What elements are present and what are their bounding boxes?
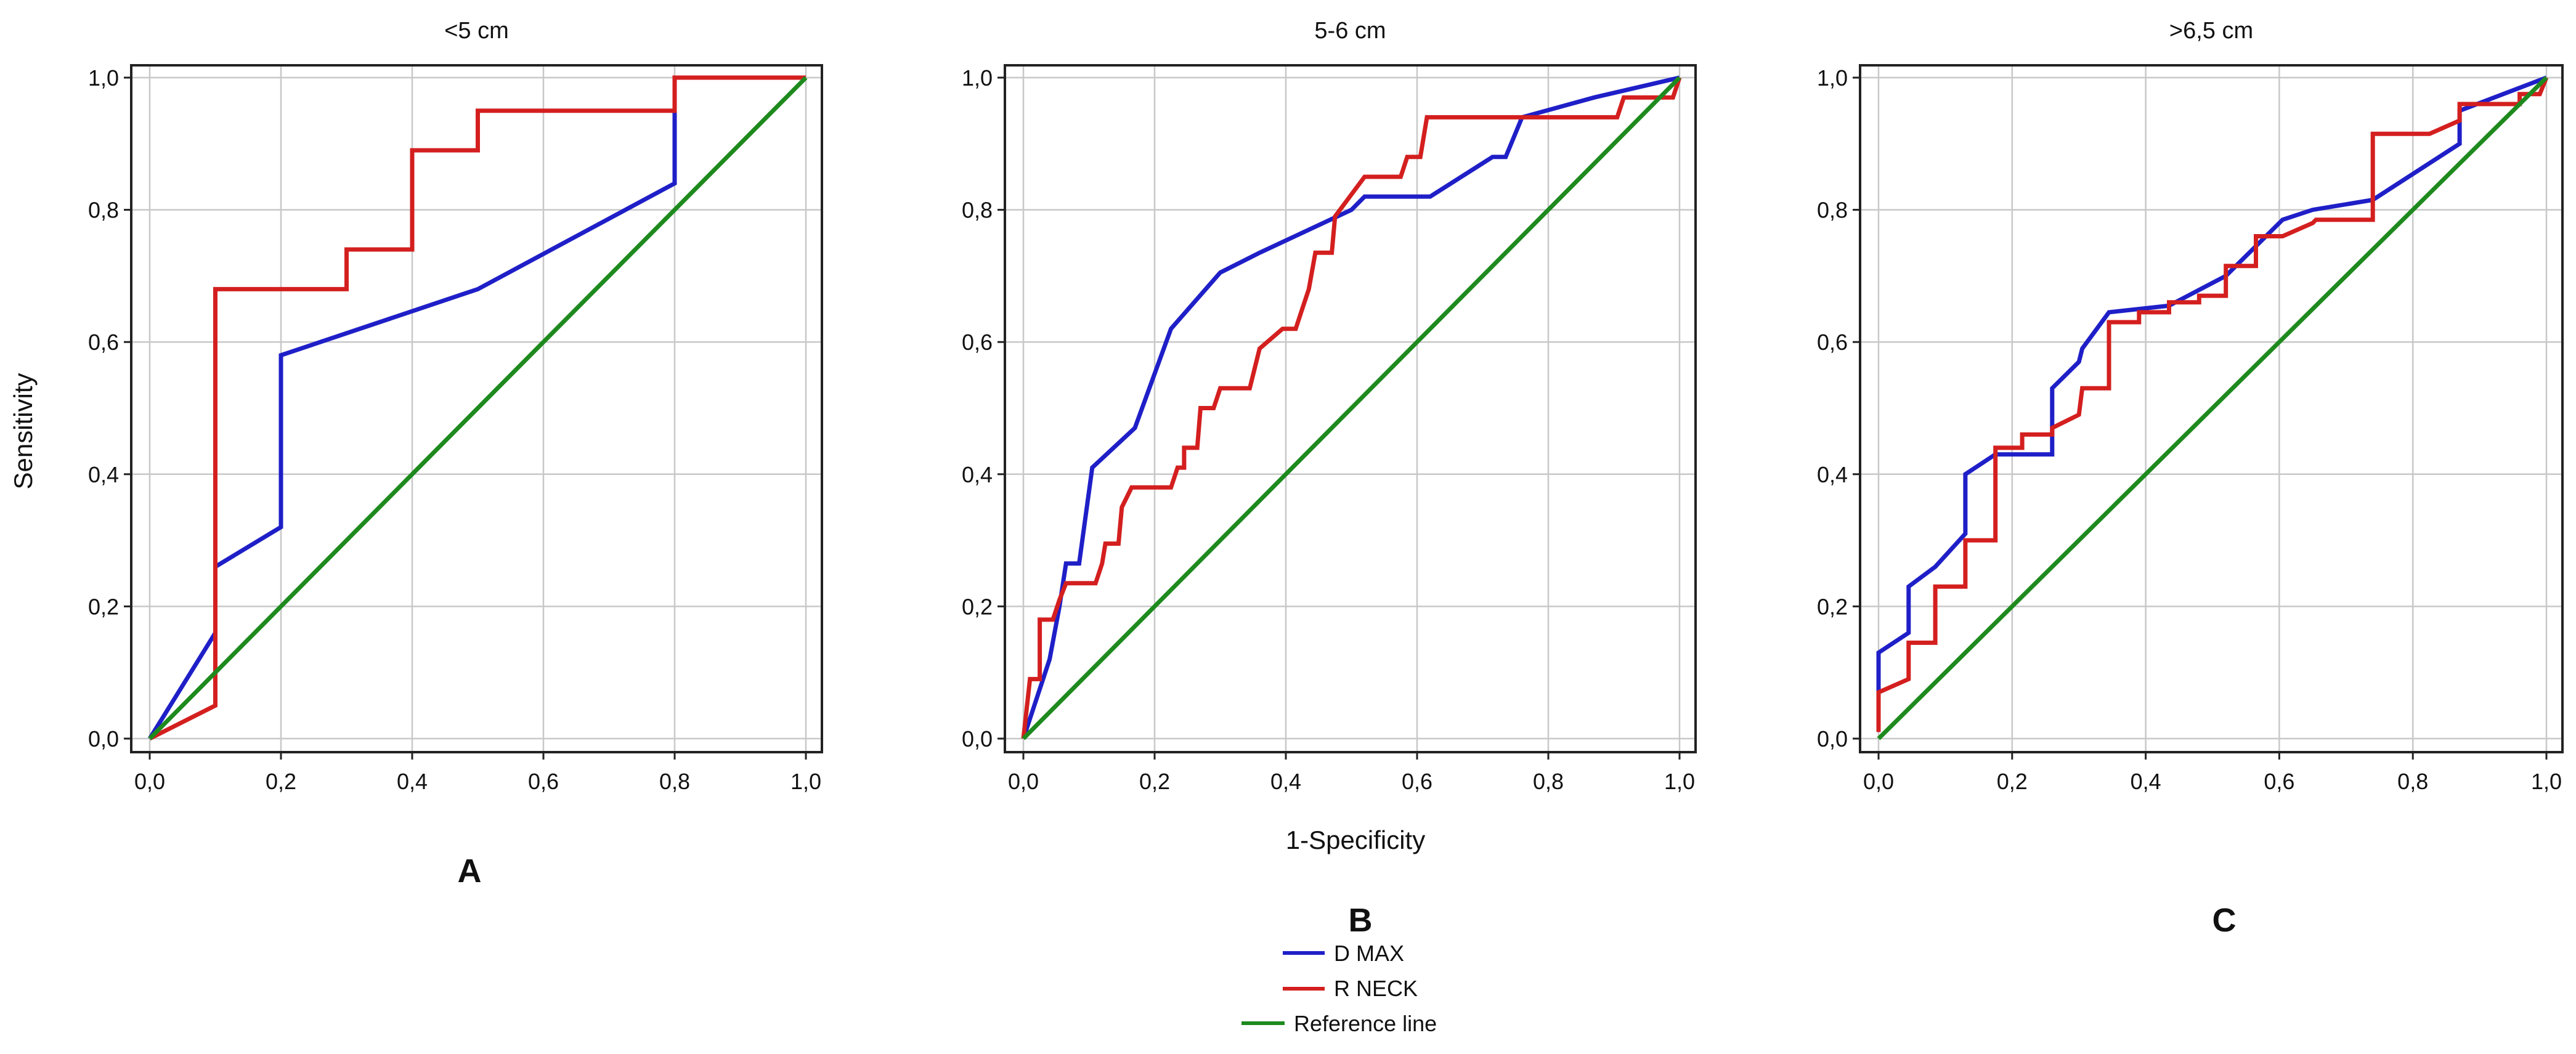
series-reference-line-a <box>148 76 808 740</box>
legend-label-dmax: D MAX <box>1334 941 1404 966</box>
y-tick-label-b: 0,2 <box>962 594 993 619</box>
plot-frame-a <box>130 64 823 753</box>
x-tick-label-c: 0,0 <box>1863 769 1894 794</box>
panel-letter-a: A <box>458 853 482 890</box>
x-tick-label-b: 0,0 <box>1008 769 1039 794</box>
y-tick-label-a: 0,4 <box>88 462 119 487</box>
legend-label-rneck: R NECK <box>1334 976 1418 1001</box>
x-tick-label-b: 1,0 <box>1664 769 1695 794</box>
series-reference-line-b <box>1022 76 1681 740</box>
y-tick-label-c: 0,4 <box>1817 462 1848 487</box>
y-tick-label-c: 0,2 <box>1817 594 1848 619</box>
x-tick-label-b: 0,6 <box>1402 769 1432 794</box>
panel-title-b: 5-6 cm <box>1314 18 1386 44</box>
series-r-neck-b <box>1021 76 1682 739</box>
x-tick-label-a: 1,0 <box>790 769 821 794</box>
y-tick-label-b: 0,0 <box>962 726 993 752</box>
panel-letter-c: C <box>2212 902 2237 939</box>
series-r-neck-a <box>148 75 806 741</box>
panel-a: 0,0 0,2 0,4 0,6 0,8 1,0 0,0 0,2 0,4 0,6 0,8 1,0 <5 c… <box>88 18 823 794</box>
plot-frame-b <box>1004 64 1697 753</box>
x-tick-label-a: 0,2 <box>266 769 296 794</box>
y-tick-label-a: 0,6 <box>88 330 119 355</box>
x-tick-label-c: 0,6 <box>2264 769 2294 794</box>
series-reference-line-c <box>1877 76 2548 740</box>
x-tick-label-b: 0,4 <box>1270 769 1301 794</box>
y-tick-label-b: 1,0 <box>962 65 993 91</box>
x-tick-label-a: 0,6 <box>528 769 559 794</box>
panel-letter-b: B <box>1349 902 1373 939</box>
x-tick-label-c: 0,8 <box>2397 769 2428 794</box>
y-tick-label-b: 0,8 <box>962 198 993 223</box>
x-tick-label-c: 1,0 <box>2531 769 2562 794</box>
x-tick-label-a: 0,4 <box>397 769 428 794</box>
y-tick-label-a: 0,0 <box>88 726 119 752</box>
panel-c: 0,0 0,2 0,4 0,6 0,8 1,0 0,0 0,2 0,4 0,6 0,8 1,0 >6,5… <box>1817 18 2564 794</box>
series-r-neck-c <box>1876 76 2549 732</box>
y-tick-label-a: 0,8 <box>88 198 119 223</box>
y-tick-label-b: 0,4 <box>962 462 993 487</box>
y-axis-label: Sensitivity <box>9 373 38 489</box>
panel-title-a: <5 cm <box>444 18 509 44</box>
legend: D MAX R NECK Reference line <box>1241 941 1437 1036</box>
plot-frame-c <box>1859 64 2564 753</box>
series-d-max-c <box>1876 75 2548 732</box>
y-tick-label-c: 0,6 <box>1817 330 1848 355</box>
panel-title-c: >6,5 cm <box>2169 18 2253 44</box>
legend-label-reference: Reference line <box>1294 1011 1437 1036</box>
x-tick-label-a: 0,0 <box>134 769 165 794</box>
y-tick-label-a: 1,0 <box>88 65 119 91</box>
y-tick-label-c: 1,0 <box>1817 65 1848 91</box>
x-tick-label-c: 0,2 <box>1997 769 2028 794</box>
x-tick-label-b: 0,2 <box>1139 769 1170 794</box>
x-tick-label-c: 0,4 <box>2131 769 2161 794</box>
x-tick-label-b: 0,8 <box>1533 769 1564 794</box>
y-tick-label-a: 0,2 <box>88 594 119 619</box>
panel-b: 0,0 0,2 0,4 0,6 0,8 1,0 0,0 0,2 0,4 0,6 0,8 1,0 5-6 … <box>962 18 1697 794</box>
y-tick-label-c: 0,8 <box>1817 198 1848 223</box>
y-tick-label-c: 0,0 <box>1817 726 1848 752</box>
x-axis-label: 1-Specificity <box>1286 825 1425 854</box>
y-tick-label-b: 0,6 <box>962 330 993 355</box>
x-tick-label-a: 0,8 <box>659 769 690 794</box>
